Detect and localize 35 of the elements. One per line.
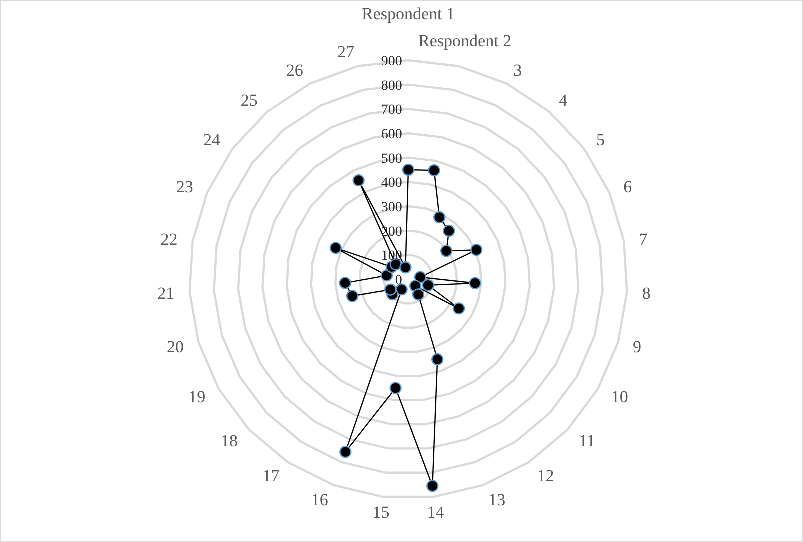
- spoke-label: 27: [337, 42, 355, 62]
- y-tick-label: 700: [381, 103, 402, 118]
- spoke-label: Respondent 1: [362, 4, 456, 24]
- spoke-label: 22: [160, 230, 178, 249]
- spoke-label: 5: [596, 130, 605, 150]
- spoke-label: 16: [311, 490, 328, 510]
- spoke-label: 14: [427, 503, 445, 522]
- spoke-label: Respondent 2: [418, 31, 512, 50]
- spoke-label: 3: [514, 61, 522, 80]
- spoke-label: 26: [286, 61, 304, 80]
- spoke-label: 21: [158, 284, 175, 304]
- spoke-label: 4: [559, 90, 568, 110]
- spoke-label: 15: [372, 503, 390, 522]
- spoke-label: 24: [204, 130, 222, 150]
- y-tick-label: 800: [381, 78, 402, 94]
- spoke-label: 23: [176, 178, 194, 197]
- spoke-label: 9: [632, 338, 642, 357]
- y-tick-label: 400: [381, 176, 402, 192]
- spoke-label: 11: [578, 431, 596, 450]
- y-tick-label: 300: [381, 200, 402, 216]
- spoke-label: 17: [262, 466, 280, 486]
- spoke-label: 10: [611, 388, 628, 407]
- y-tick-label: 500: [381, 152, 402, 167]
- spoke-label: 12: [537, 466, 554, 486]
- spoke-label: 20: [167, 338, 184, 357]
- spoke-label: 7: [639, 230, 648, 249]
- spoke-label: 13: [488, 490, 506, 510]
- spoke-label: 25: [240, 90, 258, 110]
- spoke-label: 19: [188, 388, 206, 407]
- y-tick-label: 0: [395, 274, 402, 288]
- spoke-label: 18: [221, 431, 238, 450]
- y-tick-label: 600: [381, 128, 402, 142]
- spoke-label: 8: [642, 284, 651, 304]
- spoke-label: 6: [624, 178, 632, 197]
- y-tick-label: 900: [381, 54, 402, 70]
